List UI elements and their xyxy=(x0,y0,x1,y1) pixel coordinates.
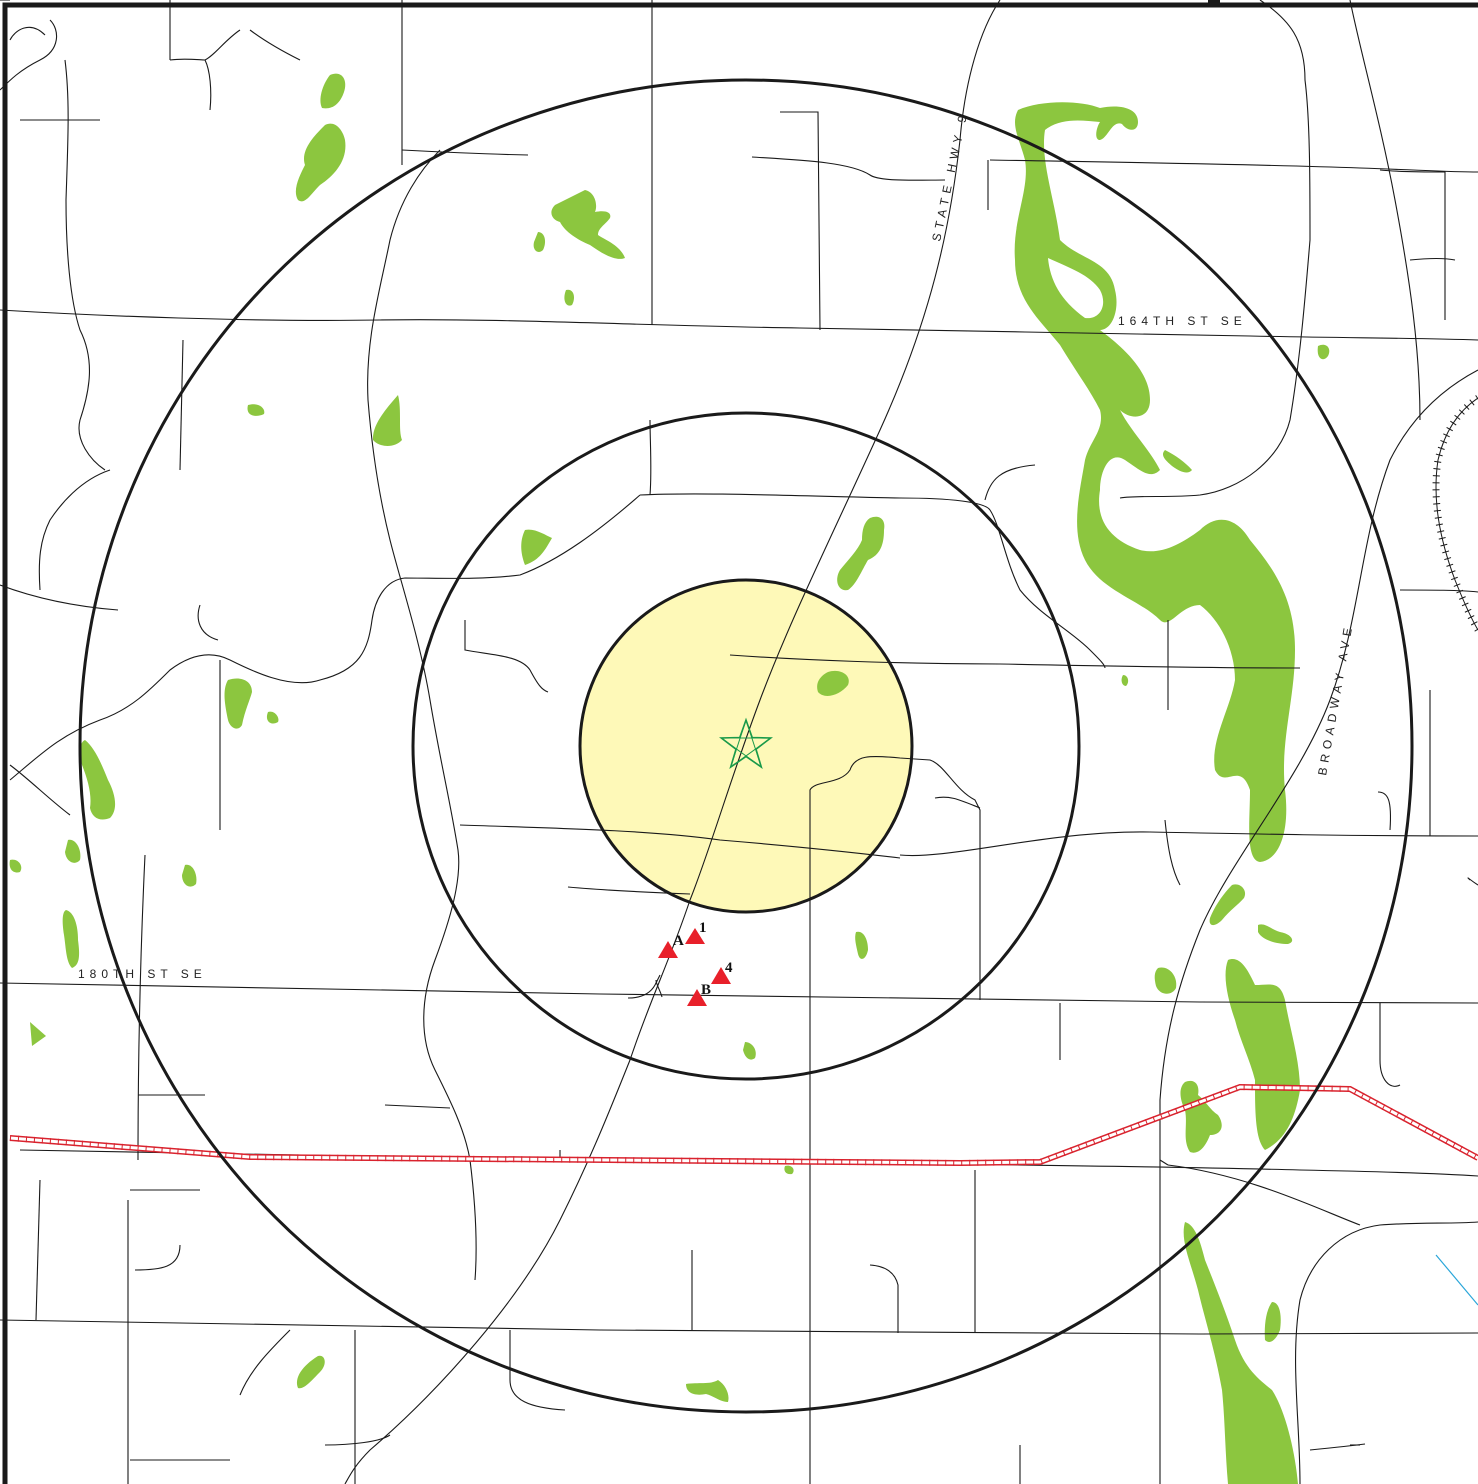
triangle-marker-icon[interactable] xyxy=(711,967,731,984)
inner-zone xyxy=(580,580,912,912)
street-label-broadway: BROADWAY AVE xyxy=(1315,622,1356,776)
top-edge-marker xyxy=(1208,0,1220,5)
site-label: 1 xyxy=(699,920,707,936)
site-label: A xyxy=(673,933,684,949)
street-label-hwy9: STATE HWY 9 xyxy=(929,110,970,243)
inner-zone-ring xyxy=(578,578,914,914)
star-icon[interactable] xyxy=(719,717,773,769)
railroad xyxy=(1432,395,1478,632)
outer-ring xyxy=(78,78,1414,1414)
pipeline xyxy=(9,1083,1478,1167)
street-label-164th: 164TH ST SE xyxy=(1118,314,1247,328)
site-label: B xyxy=(701,982,711,998)
triangle-marker-icon[interactable] xyxy=(685,928,705,944)
wetlands xyxy=(9,73,1330,1484)
site-markers: 1 A 4 B xyxy=(658,920,733,1006)
triangle-marker-icon[interactable] xyxy=(658,941,678,958)
site-label: 4 xyxy=(725,960,733,976)
stream xyxy=(1435,1254,1478,1306)
street-label-180th: 180TH ST SE xyxy=(78,967,207,981)
triangle-marker-icon[interactable] xyxy=(687,989,707,1006)
middle-ring xyxy=(411,411,1081,1081)
